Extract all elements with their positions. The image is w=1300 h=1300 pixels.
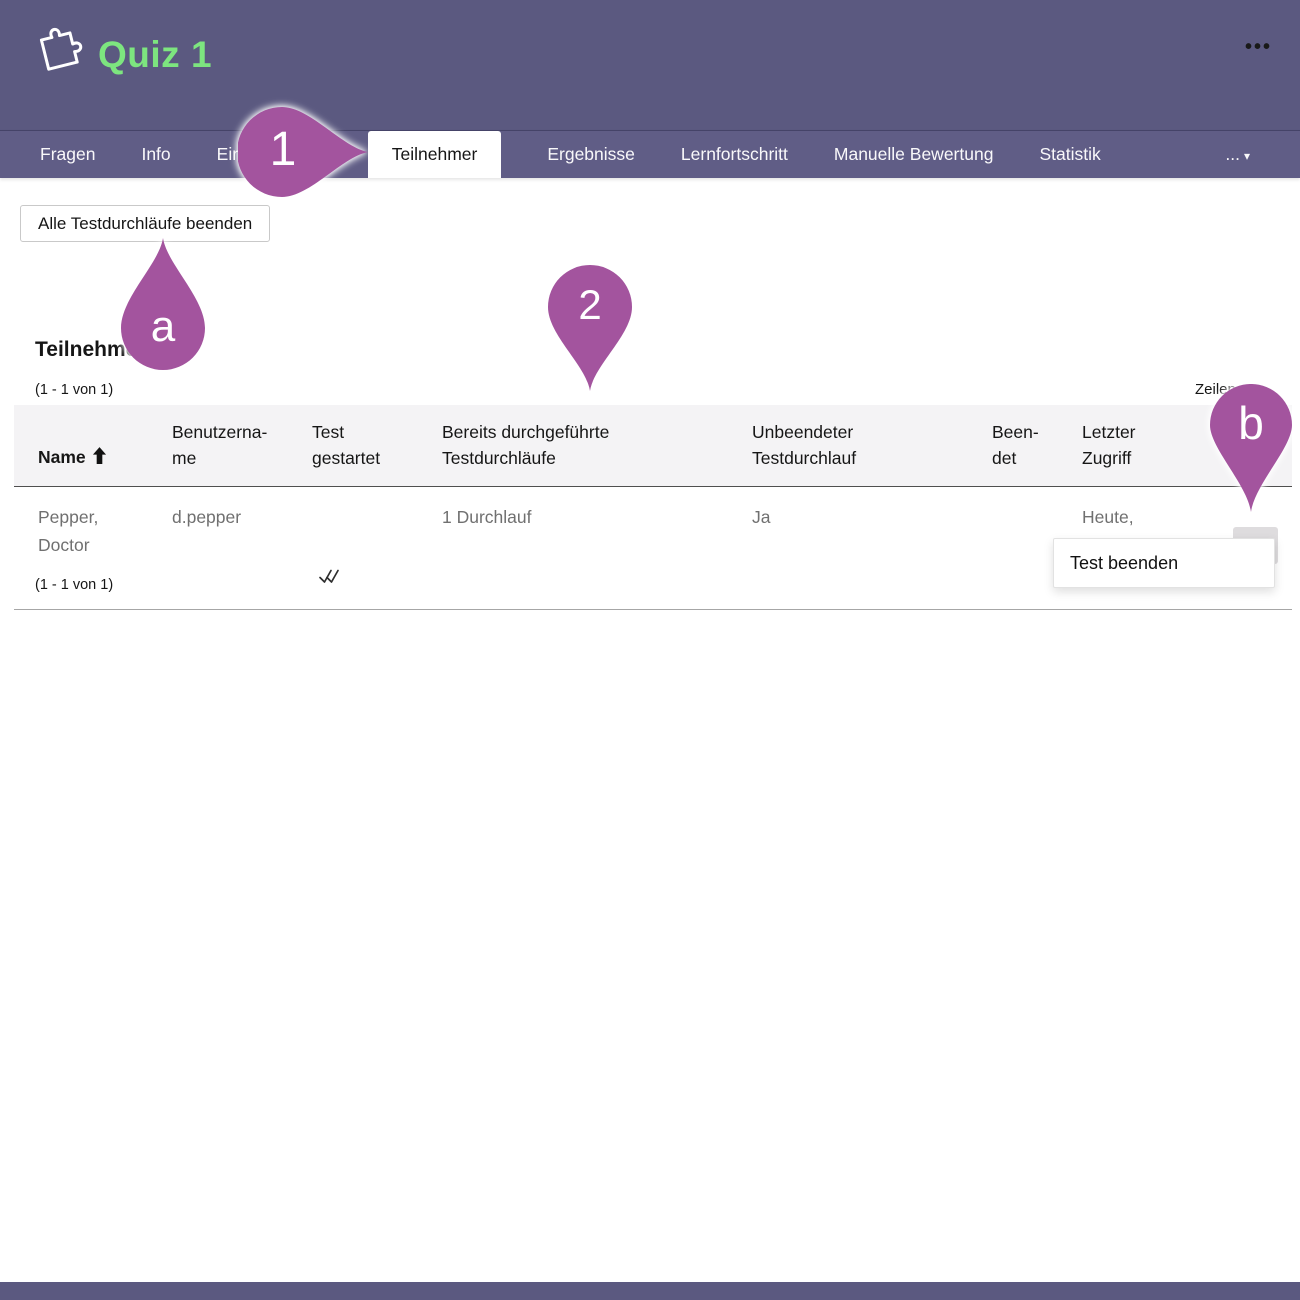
tab-info[interactable]: Info [141, 144, 171, 164]
menu-item-test-beenden[interactable]: Test beenden [1070, 552, 1179, 573]
tab-statistik[interactable]: Statistik [1039, 144, 1101, 164]
column-header-name-label: Name [38, 447, 86, 467]
tab-more-label: ... [1225, 144, 1240, 164]
annotation-marker-b-label: b [1238, 397, 1264, 449]
annotation-marker-1-label: 1 [269, 123, 297, 176]
annotation-marker-a-label: a [150, 302, 176, 351]
result-count-bottom: (1 - 1 von 1) [35, 577, 114, 593]
footer-bar [0, 1282, 1300, 1300]
header-ellipsis-menu[interactable]: ••• [1244, 36, 1272, 58]
sort-ascending-icon [92, 445, 107, 471]
cell-name: Pepper, Doctor [14, 486, 164, 610]
section-title: Teilnehmer [35, 338, 146, 361]
chevron-down-icon: ▾ [1243, 149, 1250, 163]
tab-teilnehmer[interactable]: Teilnehmer [367, 131, 502, 178]
annotation-marker-1: 1 [238, 107, 368, 197]
result-count-top: (1 - 1 von 1) [35, 382, 114, 398]
column-header-finished: Been- det [984, 405, 1074, 487]
annotation-marker-a: a [121, 238, 205, 370]
cell-test-started [304, 486, 434, 610]
column-header-completed-runs: Bereits durchgeführte Testdurchläufe [434, 405, 744, 487]
annotation-marker-2: 2 [548, 265, 632, 391]
tab-lernfortschritt[interactable]: Lernfortschritt [680, 144, 788, 164]
column-header-name[interactable]: Name [14, 405, 164, 487]
cell-unfinished-run: Ja [744, 486, 984, 610]
puzzle-piece-icon [22, 16, 95, 89]
double-checkmark-icon [318, 537, 342, 593]
cell-completed-runs: 1 Durchlauf [434, 486, 744, 610]
tab-bar: Fragen Info Einstellungen Teilnehmer Erg… [0, 130, 1300, 178]
annotation-marker-2-label: 2 [578, 281, 602, 328]
tab-fragen[interactable]: Fragen [40, 144, 96, 164]
tab-ergebnisse[interactable]: Ergebnisse [547, 144, 635, 164]
tab-manuelle-bewertung[interactable]: Manuelle Bewertung [833, 144, 994, 164]
column-header-username: Benutzerna- me [164, 405, 304, 487]
table-header-row: Name Benutzerna- me Test gestartet Berei… [14, 405, 1292, 487]
cell-username: d.pepper [164, 486, 304, 610]
end-all-test-runs-button[interactable]: Alle Testdurchläufe beenden [20, 205, 271, 242]
page-title: Quiz 1 [98, 34, 213, 75]
column-header-test-started: Test gestartet [304, 405, 434, 487]
column-header-unfinished-run: Unbeendeter Testdurchlauf [744, 405, 984, 487]
annotation-marker-b: b [1210, 384, 1292, 512]
tab-more[interactable]: ... ▾ [1225, 131, 1250, 178]
column-header-last-access: Letzter Zugriff [1074, 405, 1222, 487]
row-actions-dropdown: Test beenden [1053, 538, 1275, 588]
top-header: Quiz 1 ••• [0, 0, 1300, 130]
